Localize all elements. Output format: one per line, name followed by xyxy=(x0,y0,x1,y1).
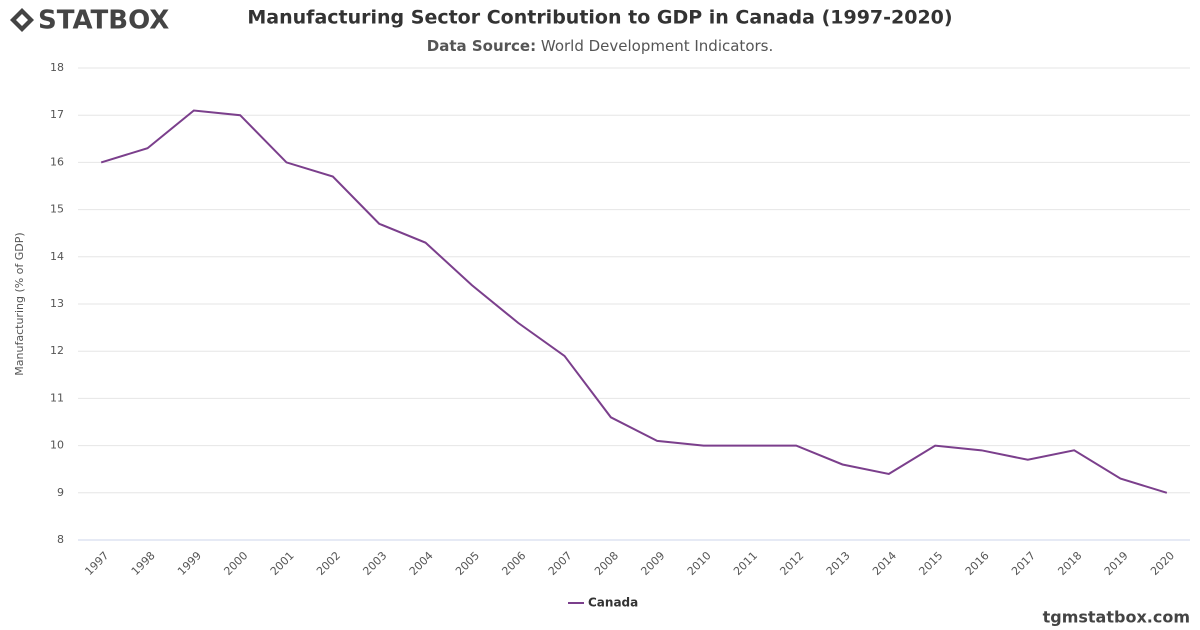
subtitle-label: Data Source: xyxy=(427,37,536,55)
x-tick-label: 2000 xyxy=(221,549,250,578)
x-tick-label: 2003 xyxy=(360,549,389,578)
x-tick-label: 2010 xyxy=(685,549,714,578)
y-tick-label: 16 xyxy=(50,155,64,168)
line-series xyxy=(100,109,1168,494)
x-tick-label: 1999 xyxy=(175,549,204,578)
x-tick-label: 2016 xyxy=(963,549,992,578)
y-tick-label: 11 xyxy=(50,391,64,404)
x-tick-label: 2015 xyxy=(916,549,945,578)
x-tick-label: 2009 xyxy=(638,549,667,578)
legend-label: Canada xyxy=(588,596,638,610)
x-tick-label: 2020 xyxy=(1148,549,1177,578)
x-tick-label: 2013 xyxy=(824,549,853,578)
y-tick-label: 13 xyxy=(50,297,64,310)
y-tick-label: 9 xyxy=(57,486,64,499)
subtitle: Data Source: World Development Indicator… xyxy=(427,37,774,55)
x-tick-label: 2002 xyxy=(314,549,343,578)
y-tick-label: 14 xyxy=(50,250,64,263)
x-tick-label: 2014 xyxy=(870,549,899,578)
x-tick-label: 2011 xyxy=(731,549,760,578)
x-tick-label: 2017 xyxy=(1009,549,1038,578)
chart-title: Manufacturing Sector Contribution to GDP… xyxy=(247,7,952,29)
x-tick-label: 2005 xyxy=(453,549,482,578)
x-tick-label: 2004 xyxy=(407,549,436,578)
y-tick-label: 12 xyxy=(50,344,64,357)
logo-icon-inner xyxy=(16,14,28,26)
footer: tgmstatbox.com xyxy=(1043,608,1190,627)
subtitle-text: World Development Indicators. xyxy=(541,37,773,55)
x-tick-label: 2006 xyxy=(499,549,528,578)
x-tick-label: 2018 xyxy=(1055,549,1084,578)
y-tick-label: 15 xyxy=(50,203,64,216)
y-tick-label: 17 xyxy=(50,108,64,121)
x-tick-label: 1998 xyxy=(129,549,158,578)
y-tick-label: 8 xyxy=(57,533,64,546)
y-tick-label: 10 xyxy=(50,439,64,452)
x-tick-label: 2012 xyxy=(777,549,806,578)
x-tick-label: 1997 xyxy=(82,549,111,578)
brand: STATBOX xyxy=(38,6,169,36)
x-tick-label: 2008 xyxy=(592,549,621,578)
y-tick-label: 18 xyxy=(50,61,64,74)
logo: STATBOX xyxy=(10,6,169,36)
y-axis-label: Manufacturing (% of GDP) xyxy=(13,232,26,375)
x-tick-label: 2019 xyxy=(1102,549,1131,578)
x-tick-label: 2007 xyxy=(546,549,575,578)
x-tick-label: 2001 xyxy=(268,549,297,578)
